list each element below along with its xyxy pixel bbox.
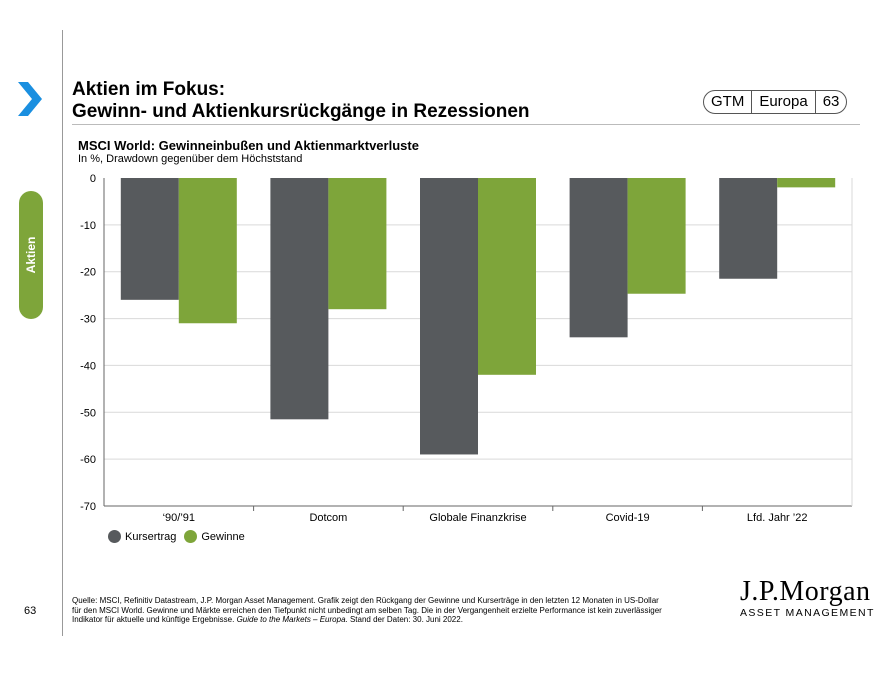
x-tick-label: Dotcom [309,512,347,524]
y-tick-label: -20 [80,267,96,279]
source-note: Quelle: MSCI, Refinitiv Datastream, J.P.… [72,596,662,625]
bar-gewinne-3 [627,178,686,294]
page-number: 63 [24,605,37,617]
bar-kursertrag-0 [120,178,179,300]
legend-swatch-gewinne [184,530,198,543]
legend-label-gewinne: Gewinne [201,530,245,543]
left-divider [62,30,63,636]
badge-region: Europa [751,91,814,113]
bar-gewinne-1 [328,178,387,310]
jpmorgan-logo: J.P.Morgan ASSET MANAGEMENT [740,576,875,619]
y-tick-label: -10 [80,220,96,232]
logo-sub: ASSET MANAGEMENT [740,607,875,619]
chart-title: MSCI World: Gewinneinbußen und Aktienmar… [78,138,419,153]
logo-main: J.P.Morgan [740,576,871,607]
gtm-badge: GTM Europa 63 [703,90,848,114]
y-tick-label: -40 [80,360,96,372]
bar-kursertrag-4 [719,178,778,279]
x-tick-label: ‘90/’91 [163,512,195,524]
side-tab-aktien[interactable]: Aktien [19,191,43,319]
source-end: . Stand der Daten: 30. Juni 2022. [345,615,463,624]
title-line-1: Aktien im Fokus: [72,79,226,100]
y-tick-label: -50 [80,407,96,419]
x-tick-label: Covid-19 [606,512,650,524]
chevron-right-icon [18,82,42,116]
y-tick-label: -70 [80,501,96,513]
source-text: Quelle: MSCI, Refinitiv Datastream, J.P.… [72,596,662,624]
legend-item-gewinne: Gewinne [184,530,245,543]
bar-kursertrag-3 [569,178,628,338]
y-tick-label: -60 [80,454,96,466]
bar-gewinne-2 [478,178,536,375]
bar-kursertrag-1 [270,178,329,420]
badge-gtm: GTM [711,93,745,110]
chart-legend: Kursertrag Gewinne [108,530,253,543]
badge-page: 63 [814,91,847,113]
bar-gewinne-4 [777,178,836,188]
x-tick-label: Lfd. Jahr ’22 [747,512,808,524]
legend-swatch-kursertrag [108,530,121,543]
y-tick-label: -30 [80,314,96,326]
bar-gewinne-0 [178,178,237,324]
source-italic: Guide to the Markets – Europa [236,615,346,624]
y-tick-label: 0 [90,173,96,185]
legend-item-kursertrag: Kursertrag [108,530,176,543]
page-title: Aktien im Fokus: Gewinn- und Aktienkursr… [72,79,530,123]
bar-kursertrag-2 [420,178,478,455]
x-tick-label: Globale Finanzkrise [429,512,526,524]
legend-label-kursertrag: Kursertrag [125,530,177,543]
title-rule [72,124,860,125]
chart-subtitle: In %, Drawdown gegenüber dem Höchststand [78,153,303,165]
title-line-2: Gewinn- und Aktienkursrückgänge in Rezes… [72,101,530,122]
